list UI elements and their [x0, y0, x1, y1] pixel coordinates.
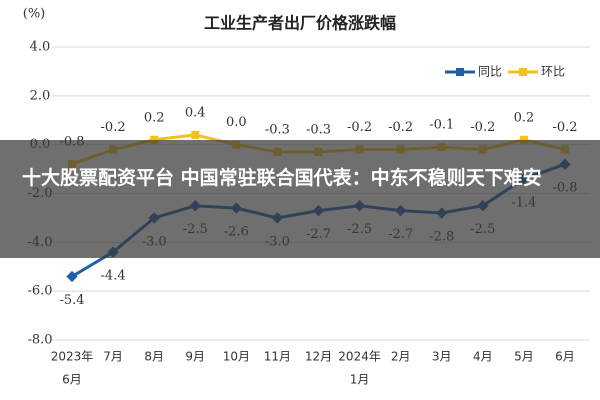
- x-tick-label: 8月: [144, 350, 164, 364]
- marker: [191, 130, 200, 139]
- value-label: 0.4: [185, 105, 206, 120]
- x-tick-label: 3月: [432, 350, 452, 364]
- marker: [519, 135, 528, 144]
- value-label: -5.4: [59, 293, 84, 308]
- value-label: 0.2: [144, 110, 165, 125]
- y-tick-label: -8.0: [27, 333, 52, 348]
- x-tick-label: 6月: [555, 350, 575, 364]
- value-label: -0.2: [347, 120, 372, 135]
- x-tick-label: 4月: [473, 350, 493, 364]
- legend-marker: [519, 68, 527, 76]
- value-label: -0.2: [388, 120, 413, 135]
- value-label: -0.3: [265, 122, 290, 137]
- x-tick-label: 9月: [185, 350, 205, 364]
- x-tick-label: 5月: [514, 350, 534, 364]
- y-tick-label: 4.0: [30, 40, 51, 55]
- news-banner[interactable]: 十大股票配资平台 中国常驻联合国代表：中东不稳则天下难安: [0, 140, 600, 258]
- value-label: 0.2: [514, 110, 535, 125]
- chart-title: 工业生产者出厂价格涨跌幅: [204, 14, 396, 33]
- value-label: -4.4: [101, 269, 126, 284]
- value-label: -0.2: [101, 120, 126, 135]
- legend-label: 环比: [541, 65, 565, 79]
- x-tick-label: 2月: [391, 350, 411, 364]
- y-tick-label: 2.0: [30, 88, 51, 103]
- x-tick-label: 11月: [264, 350, 291, 364]
- banner-text[interactable]: 十大股票配资平台 中国常驻联合国代表：中东不稳则天下难安: [22, 167, 542, 189]
- legend-label: 同比: [478, 65, 502, 79]
- y-tick-label: -6.0: [27, 284, 52, 299]
- x-tick-label: 6月: [62, 373, 82, 387]
- x-tick-label: 12月: [305, 350, 332, 364]
- value-label: -0.1: [429, 118, 454, 133]
- y-unit: (%): [23, 7, 46, 22]
- value-label: -0.3: [306, 122, 331, 137]
- value-label: -0.2: [470, 120, 495, 135]
- marker: [150, 135, 159, 144]
- x-tick-label: 1月: [350, 373, 370, 387]
- x-tick-label: 7月: [103, 350, 123, 364]
- value-label: 0.0: [226, 115, 247, 130]
- legend-marker: [456, 68, 464, 76]
- x-tick-label: 2023年: [51, 350, 94, 364]
- x-tick-label: 10月: [223, 350, 250, 364]
- value-label: -0.2: [552, 120, 577, 135]
- x-tick-label: 2024年: [338, 350, 381, 364]
